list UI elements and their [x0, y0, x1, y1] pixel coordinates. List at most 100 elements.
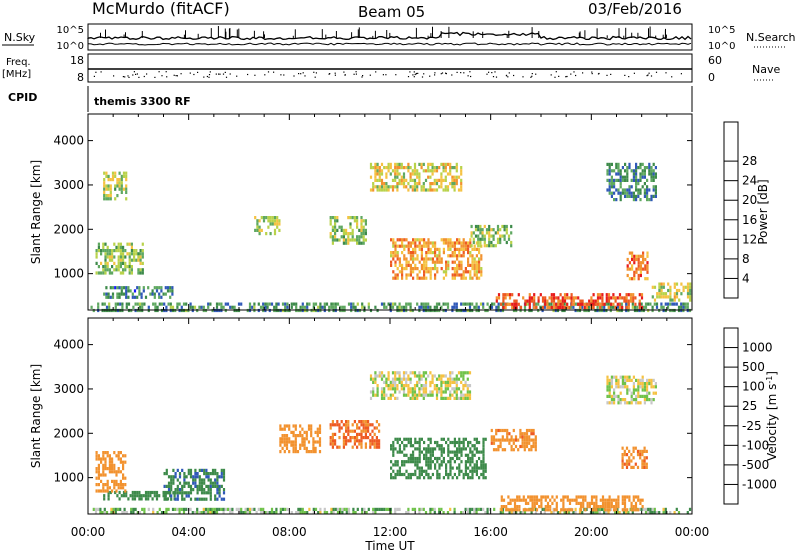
range-gate-cell — [418, 244, 421, 248]
range-gate-cell — [102, 265, 105, 269]
range-gate-cell — [533, 299, 536, 303]
nave-dot — [135, 73, 137, 75]
range-gate-cell — [606, 394, 609, 398]
range-gate-cell — [405, 276, 408, 280]
range-gate-cell — [262, 511, 265, 515]
range-gate-cell — [568, 508, 572, 512]
range-gate-cell — [596, 296, 600, 300]
range-gate-cell — [680, 292, 683, 296]
range-gate-cell — [643, 394, 646, 398]
range-gate-cell — [106, 483, 109, 487]
range-gate-cell — [504, 305, 507, 310]
range-gate-cell — [612, 296, 615, 300]
range-gate-cell — [413, 188, 417, 192]
range-gate-cell — [575, 498, 578, 502]
range-gate-cell — [528, 438, 531, 442]
range-gate-cell — [632, 391, 635, 395]
range-gate-cell — [288, 424, 291, 428]
range-gate-cell — [440, 172, 443, 176]
range-gate-cell — [154, 302, 157, 306]
range-gate-cell — [301, 437, 304, 441]
range-gate-cell — [533, 296, 536, 300]
range-gate-cell — [480, 254, 483, 258]
range-gate-cell — [312, 446, 315, 450]
nave-dot — [93, 75, 95, 77]
range-gate-cell — [605, 296, 608, 300]
range-gate-cell — [629, 296, 633, 300]
range-gate-cell — [555, 302, 558, 306]
range-gate-cell — [548, 296, 551, 300]
range-gate-cell — [422, 305, 425, 309]
noise-sky-trace — [87, 31, 692, 41]
range-gate-cell — [640, 302, 643, 306]
range-gate-cell — [517, 293, 520, 297]
range-gate-cell — [117, 486, 120, 490]
range-gate-cell — [216, 491, 219, 495]
range-gate-cell — [635, 182, 638, 186]
range-gate-cell — [342, 432, 345, 436]
range-gate-cell — [501, 438, 504, 442]
range-gate-cell — [600, 507, 604, 511]
range-gate-cell — [418, 440, 421, 445]
nave-dot — [304, 75, 306, 77]
range-gate-cell — [638, 302, 641, 306]
range-gate-cell — [398, 244, 401, 248]
range-gate-cell — [572, 305, 575, 309]
range-gate-cell — [648, 172, 651, 176]
range-gate-cell — [418, 476, 421, 480]
range-gate-cell — [205, 497, 208, 501]
range-gate-cell — [103, 494, 106, 498]
range-gate-cell — [612, 498, 616, 502]
nave-dot — [132, 74, 134, 76]
range-gate-cell — [301, 440, 304, 444]
range-gate-cell — [187, 491, 190, 495]
range-gate-cell — [220, 497, 223, 501]
range-gate-cell — [621, 188, 624, 192]
nave-dot — [247, 73, 249, 76]
range-gate-cell — [654, 185, 657, 189]
range-gate-cell — [455, 377, 458, 381]
range-gate-cell — [207, 305, 210, 309]
range-gate-cell — [376, 188, 379, 192]
range-gate-cell — [392, 447, 395, 451]
range-gate-cell — [648, 391, 651, 395]
range-gate-cell — [626, 264, 629, 268]
range-gate-cell — [650, 175, 653, 179]
range-gate-cell — [396, 437, 399, 441]
range-gate-cell — [501, 302, 505, 306]
range-gate-cell — [108, 454, 111, 458]
range-gate-cell — [105, 187, 108, 191]
range-gate-cell — [171, 507, 175, 511]
range-gate-cell — [440, 380, 443, 384]
range-gate-cell — [422, 507, 425, 511]
range-gate-cell — [642, 261, 645, 265]
range-gate-cell — [582, 505, 585, 509]
range-gate-cell — [483, 244, 486, 248]
range-gate-cell — [412, 267, 415, 271]
range-gate-cell — [310, 424, 313, 428]
range-gate-cell — [467, 251, 470, 255]
range-gate-cell — [187, 481, 190, 485]
range-gate-cell — [453, 511, 456, 515]
range-gate-cell — [354, 305, 357, 309]
range-gate-cell — [376, 374, 379, 378]
range-gate-cell — [579, 505, 583, 509]
range-gate-cell — [464, 507, 467, 511]
range-gate-cell — [125, 295, 128, 299]
range-gate-cell — [141, 249, 144, 253]
range-gate-cell — [596, 299, 600, 303]
range-gate-cell — [117, 454, 120, 458]
colorbar-tick-label: 16 — [742, 213, 757, 227]
range-gate-cell — [482, 460, 485, 464]
range-gate-cell — [364, 228, 367, 232]
range-gate-cell — [398, 302, 401, 306]
range-gate-cell — [385, 185, 388, 189]
range-gate-cell — [652, 194, 655, 198]
range-gate-cell — [434, 456, 437, 461]
range-gate-cell — [666, 302, 670, 306]
range-gate-cell — [583, 305, 586, 310]
range-gate-cell — [528, 448, 531, 452]
range-gate-cell — [209, 478, 212, 482]
range-gate-cell — [646, 261, 649, 265]
range-gate-cell — [424, 387, 428, 391]
